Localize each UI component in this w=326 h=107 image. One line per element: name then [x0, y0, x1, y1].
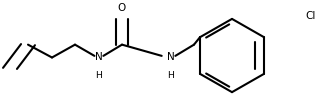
Text: O: O	[118, 3, 126, 13]
Text: H: H	[168, 71, 174, 80]
Text: N: N	[95, 52, 103, 62]
Text: Cl: Cl	[305, 11, 315, 21]
Text: N: N	[167, 52, 175, 62]
Text: H: H	[96, 71, 102, 80]
